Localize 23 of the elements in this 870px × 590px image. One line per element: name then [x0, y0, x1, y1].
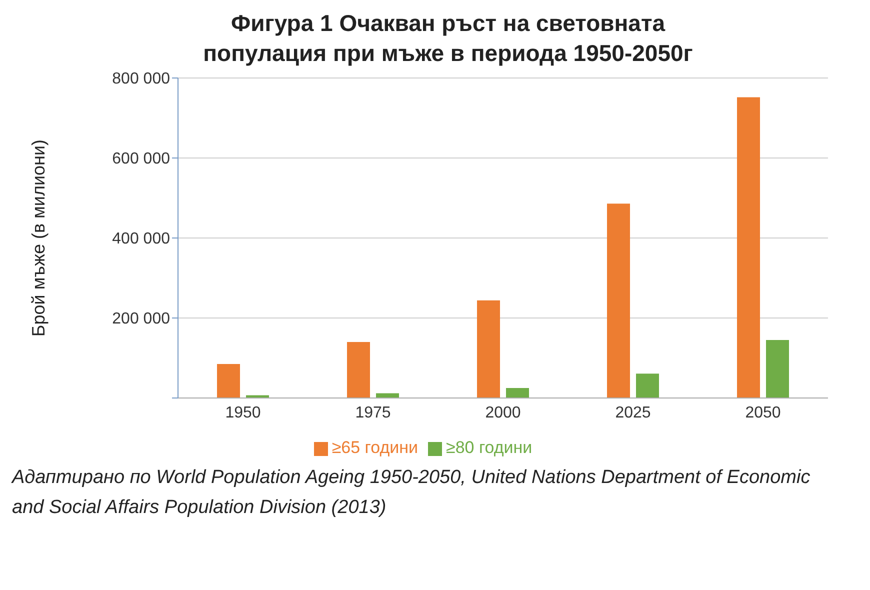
bar — [766, 340, 789, 398]
bar — [217, 364, 240, 398]
y-tick-label: 600 000 — [112, 150, 170, 168]
x-tick-label: 2000 — [485, 404, 521, 422]
y-tick-label: 400 000 — [112, 230, 170, 248]
bar — [477, 300, 500, 398]
y-tick-label: 200 000 — [112, 310, 170, 328]
bar — [506, 388, 529, 398]
x-tick-label: 1975 — [355, 404, 391, 422]
x-tick-label: 1950 — [225, 404, 261, 422]
y-axis-title: Брой мъже (в милиони) — [28, 139, 48, 337]
y-tick-label: 800 000 — [112, 70, 170, 88]
bar — [376, 393, 399, 398]
legend-label: ≥80 години — [446, 438, 532, 457]
bar — [636, 374, 659, 398]
text: Адаптирано по World Population Ageing 1950-2050, United Nations Department of Economic and Social Affairs Population Division (2013) — [12, 466, 812, 520]
legend-label: ≥65 години — [332, 438, 418, 457]
bar — [737, 97, 760, 398]
bar — [347, 342, 370, 398]
chart-title: Фигура 1 Очакван ръст на световната популация при мъже в периода 1950-2050г — [202, 9, 694, 68]
bar — [607, 204, 630, 398]
x-tick-label: 2025 — [615, 404, 651, 422]
x-tick-label: 2050 — [745, 404, 781, 422]
